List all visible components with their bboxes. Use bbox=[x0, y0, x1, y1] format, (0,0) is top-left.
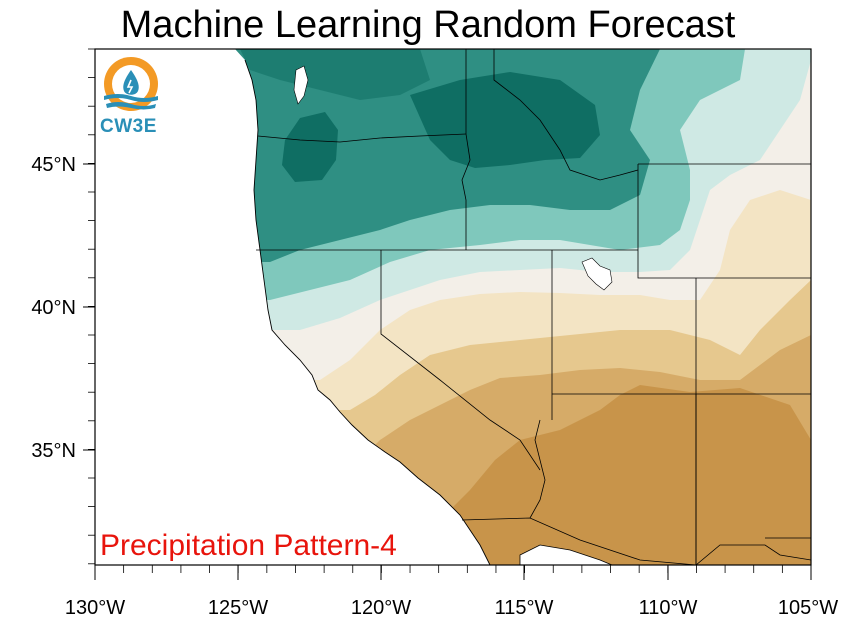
pattern-label: Precipitation Pattern-4 bbox=[100, 529, 397, 562]
x-tick-label-130w: 130°W bbox=[65, 597, 125, 619]
y-ticks bbox=[83, 163, 95, 451]
wet-dark-coastal bbox=[282, 112, 338, 182]
state-borders bbox=[245, 49, 811, 565]
wet-dark-core bbox=[410, 72, 600, 168]
map-field bbox=[95, 49, 811, 565]
y-tick-label-45n: 45°N bbox=[31, 154, 76, 176]
pacific-ocean bbox=[95, 49, 490, 565]
map-title: Machine Learning Random Forecast bbox=[120, 4, 736, 46]
x-tick-label-120w: 120°W bbox=[351, 597, 411, 619]
x-minor-ticks bbox=[94, 565, 812, 573]
x-tick-label-115w: 115°W bbox=[495, 597, 554, 619]
x-tick-label-125w: 125°W bbox=[208, 597, 268, 619]
logo-text: CW3E bbox=[100, 116, 157, 137]
x-tick-label-110w: 110°W bbox=[639, 597, 698, 619]
water-drop-sun-icon bbox=[104, 57, 158, 111]
wet-dark-north bbox=[240, 49, 430, 100]
y-tick-label-35n: 35°N bbox=[31, 440, 76, 462]
y-minor-ticks bbox=[88, 48, 95, 565]
puget-sound bbox=[293, 65, 309, 105]
x-ticks bbox=[94, 565, 812, 580]
coastline bbox=[244, 59, 491, 565]
great-salt-lake bbox=[581, 257, 613, 291]
gulf-of-california bbox=[519, 544, 613, 565]
x-tick-label-105w: 105°W bbox=[778, 597, 838, 619]
y-tick-label-40n: 40°N bbox=[31, 297, 76, 319]
